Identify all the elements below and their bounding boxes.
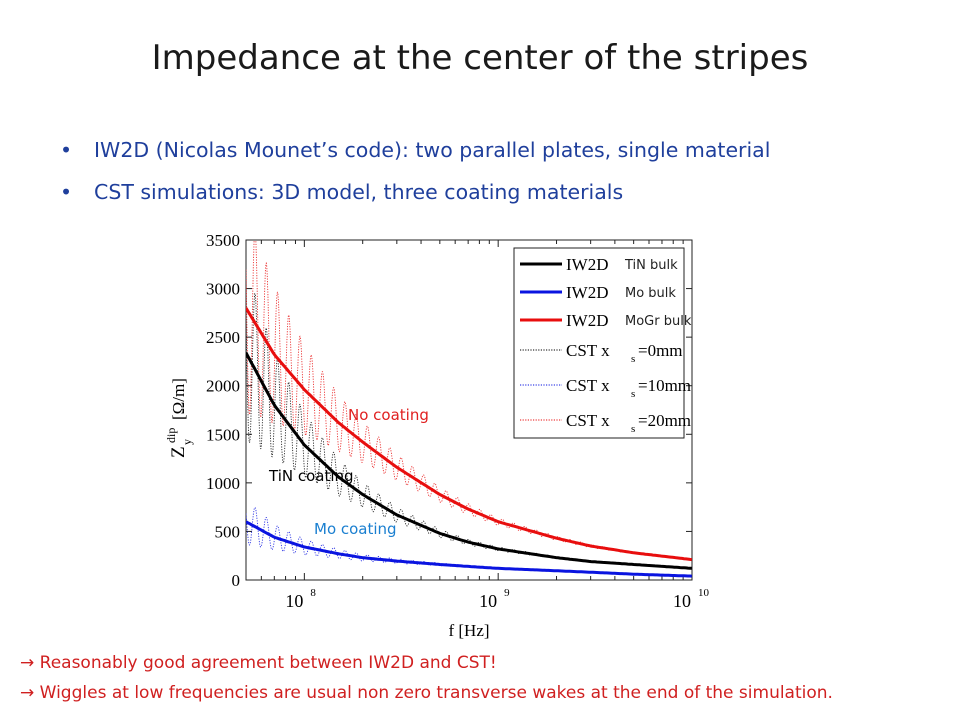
y-tick-label: 2000 [206, 377, 240, 396]
legend-note: MoGr bulk [625, 314, 692, 329]
cst-trace-mogr [246, 240, 692, 561]
bullet-text: IW2D (Nicolas Mounet’s code): two parall… [94, 138, 771, 162]
legend-note: Mo bulk [625, 286, 676, 301]
y-tick-label: 0 [232, 571, 241, 590]
y-tick-label: 500 [215, 522, 241, 541]
annotation-mo: Mo coating [314, 520, 397, 538]
legend-label-value: =10mm [638, 376, 691, 395]
y-tick-label: 1500 [206, 425, 240, 444]
legend-label: CST x [566, 341, 610, 360]
annotation-tin: TiN coating [268, 467, 354, 485]
legend-label: IW2D [566, 311, 608, 330]
cst-trace-mo [246, 507, 692, 577]
x-tick-label: 10 [285, 591, 303, 611]
y-axis-unit: [Ω/m] [169, 378, 188, 420]
slide-title: Impedance at the center of the stripes [151, 38, 809, 78]
legend-label: IW2D [566, 283, 608, 302]
iw2d-curve-mo [246, 520, 692, 578]
legend-label-subscript: s [631, 388, 635, 400]
conclusion-wiggles: → Wiggles at low frequencies are usual n… [20, 683, 833, 703]
x-tick-exponent: 10 [698, 587, 710, 599]
bullet-symbol: • [60, 180, 73, 204]
y-tick-label: 3500 [206, 231, 240, 250]
legend-label-value: =0mm [638, 341, 683, 360]
x-axis-label: f [Hz] [448, 621, 489, 640]
bullet-text: CST simulations: 3D model, three coating… [94, 180, 624, 204]
annotation-mogr: No coating [348, 406, 429, 424]
iw2d-curve-tin [246, 351, 692, 570]
y-axis-symbol: Z [168, 446, 189, 458]
legend-note: TiN bulk [624, 258, 678, 273]
x-tick-exponent: 8 [310, 587, 316, 599]
y-tick-label: 3000 [206, 280, 240, 299]
y-tick-label: 2500 [206, 328, 240, 347]
y-axis-subscript: y [180, 439, 194, 445]
legend-label-subscript: s [631, 423, 635, 435]
legend-label-value: =20mm [638, 411, 691, 430]
legend-label: CST x [566, 411, 610, 430]
iw2d-curve-mogr [246, 307, 692, 562]
legend-box [513, 247, 685, 439]
x-tick-exponent: 9 [504, 587, 510, 599]
legend-label: IW2D [566, 255, 608, 274]
conclusion-agreement: → Reasonably good agreement between IW2D… [20, 653, 497, 673]
y-tick-label: 1000 [206, 474, 240, 493]
x-tick-label: 10 [479, 591, 497, 611]
y-axis-superscript: dip [164, 428, 178, 443]
x-tick-label: 10 [673, 591, 691, 611]
bullet-symbol: • [60, 138, 73, 162]
legend-label: CST x [566, 376, 610, 395]
legend-label-subscript: s [631, 353, 635, 365]
